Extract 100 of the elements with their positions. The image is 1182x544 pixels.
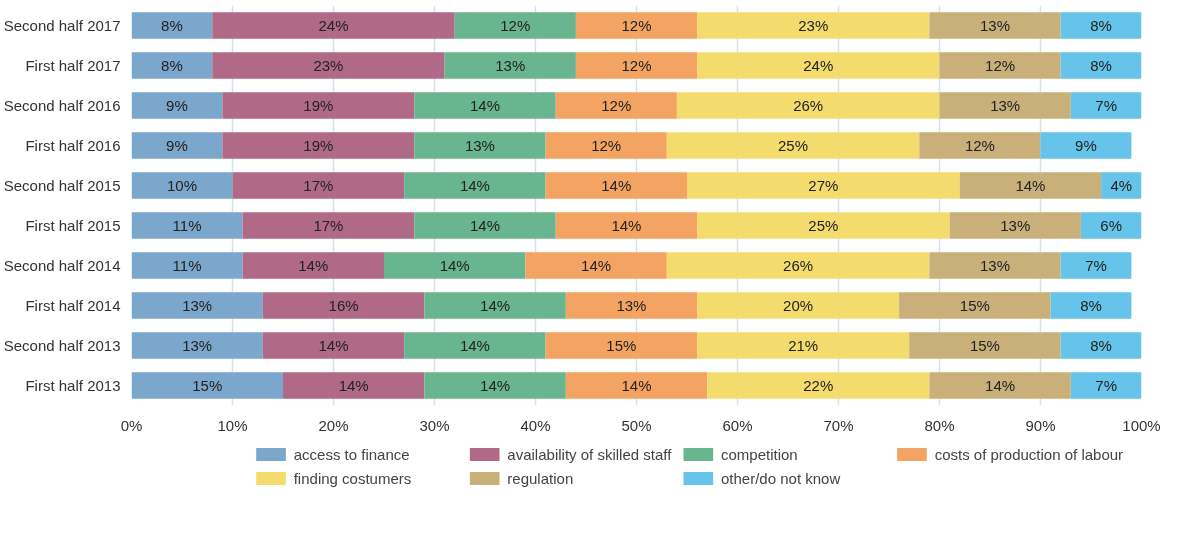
bar <box>242 252 384 279</box>
bar <box>232 172 405 199</box>
bar <box>565 292 698 319</box>
bar <box>545 172 687 199</box>
data-label: 21% <box>788 337 819 354</box>
data-label: 13% <box>1000 217 1031 234</box>
bar <box>1060 12 1142 39</box>
bar <box>424 292 566 319</box>
bar <box>1070 372 1142 399</box>
bar <box>131 52 213 79</box>
bar <box>131 92 223 119</box>
bar <box>222 92 415 119</box>
bar <box>565 372 708 399</box>
x-tick-label: 70% <box>823 416 854 434</box>
y-tick-label: Second half 2013 <box>3 337 121 354</box>
data-label: 12% <box>964 137 995 154</box>
y-tick-label: Second half 2015 <box>3 177 121 194</box>
data-label: 12% <box>621 57 652 74</box>
x-tick-label: 10% <box>217 416 248 434</box>
data-label: 25% <box>808 217 839 234</box>
bar <box>707 372 930 399</box>
data-label: 13% <box>980 17 1011 34</box>
data-label: 12% <box>500 17 531 34</box>
bar <box>404 172 546 199</box>
bar <box>929 252 1061 279</box>
bar <box>555 212 698 239</box>
legend-label: competition <box>720 446 798 463</box>
bar <box>697 12 930 39</box>
data-label: 13% <box>616 297 647 314</box>
y-tick-label: Second half 2014 <box>3 257 121 274</box>
data-label: 24% <box>318 17 349 34</box>
bar <box>1040 132 1132 159</box>
bar <box>555 92 677 119</box>
bar <box>131 372 283 399</box>
data-label: 17% <box>303 177 334 194</box>
data-label: 26% <box>783 257 814 274</box>
bar <box>414 92 556 119</box>
data-label: 7% <box>1085 257 1107 274</box>
data-label: 11% <box>172 217 202 234</box>
y-tick-label: First half 2015 <box>25 217 121 234</box>
data-label: 9% <box>1075 137 1097 154</box>
bar <box>222 132 415 159</box>
bar <box>575 12 698 39</box>
bar <box>697 292 900 319</box>
data-label: 14% <box>298 257 329 274</box>
data-label: 8% <box>1090 337 1112 354</box>
bar <box>575 52 698 79</box>
data-label: 27% <box>808 177 839 194</box>
bar <box>444 52 576 79</box>
bar <box>1080 212 1142 239</box>
y-tick-label: First half 2017 <box>25 57 121 74</box>
bar <box>131 252 243 279</box>
data-label: 26% <box>793 97 824 114</box>
bar <box>949 212 1081 239</box>
data-label: 14% <box>318 337 349 354</box>
data-label: 14% <box>621 377 652 394</box>
bar <box>424 372 566 399</box>
data-label: 14% <box>480 297 511 314</box>
data-label: 8% <box>1080 297 1102 314</box>
data-label: 12% <box>985 57 1016 74</box>
data-label: 10% <box>166 177 198 194</box>
bar <box>242 212 415 239</box>
data-label: 14% <box>459 337 490 354</box>
data-label: 17% <box>313 217 344 234</box>
data-label: 23% <box>313 57 344 74</box>
data-label: 8% <box>161 17 183 34</box>
data-label: 13% <box>495 57 526 74</box>
bar <box>131 172 233 199</box>
data-label: 15% <box>959 297 990 314</box>
data-label: 12% <box>621 17 652 34</box>
bar <box>283 372 425 399</box>
bar <box>131 132 223 159</box>
data-label: 4% <box>1110 177 1133 194</box>
y-tick-label: First half 2013 <box>25 377 121 394</box>
data-label: 16% <box>328 297 359 314</box>
data-label: 8% <box>1090 17 1112 34</box>
bar <box>929 372 1071 399</box>
legend-label: availability of skilled staff <box>507 446 673 463</box>
legend-label: finding costumers <box>293 470 412 487</box>
bar <box>131 332 263 359</box>
data-label: 8% <box>1090 57 1112 74</box>
bar <box>131 292 263 319</box>
data-label: 14% <box>439 257 470 274</box>
data-label: 9% <box>166 137 188 154</box>
x-tick-label: 30% <box>419 416 450 434</box>
data-label: 14% <box>601 177 632 194</box>
data-label: 9% <box>166 97 188 114</box>
bar <box>697 52 940 79</box>
data-label: 13% <box>980 257 1011 274</box>
x-tick-label: 40% <box>520 416 551 434</box>
bar <box>262 292 425 319</box>
data-label: 25% <box>778 137 809 154</box>
data-label: 22% <box>803 377 834 394</box>
data-label: 24% <box>803 57 834 74</box>
bar <box>909 332 1061 359</box>
bar <box>666 132 920 159</box>
bar <box>212 12 455 39</box>
x-tick-label: 80% <box>924 416 955 434</box>
data-label: 7% <box>1095 377 1117 394</box>
bar <box>414 132 546 159</box>
